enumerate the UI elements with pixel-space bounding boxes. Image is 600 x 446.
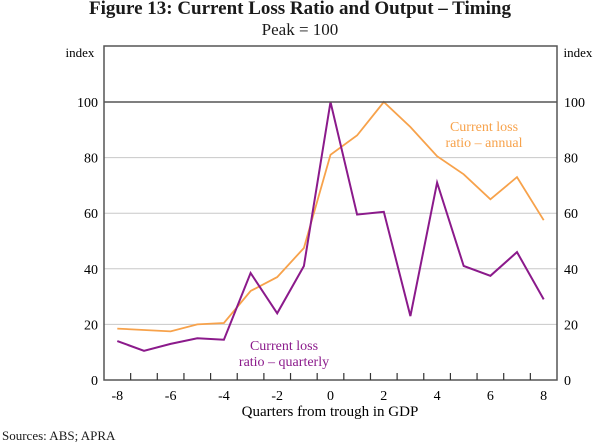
y-tick-label-left: 60 xyxy=(84,207,98,222)
series-label-annual: ratio – annual xyxy=(446,136,523,151)
x-tick-label: -8 xyxy=(111,389,123,404)
x-tick-label: 4 xyxy=(434,389,441,404)
chart-title: Figure 13: Current Loss Ratio and Output… xyxy=(89,0,511,19)
series-label-quarterly: Current loss xyxy=(250,339,318,354)
chart-subtitle: Peak = 100 xyxy=(261,20,339,39)
y-tick-label-right: 80 xyxy=(564,152,578,167)
x-tick-label: -4 xyxy=(218,389,230,404)
y-tick-label-right: 60 xyxy=(564,207,578,222)
y-tick-label-left: 20 xyxy=(84,318,98,333)
plot-frame xyxy=(103,45,558,381)
y-tick-label-right: 20 xyxy=(564,318,578,333)
x-tick-label: -2 xyxy=(271,389,283,404)
y-tick-label-left: 100 xyxy=(77,96,98,111)
sources-note: Sources: ABS; APRA xyxy=(2,428,116,443)
series-label-quarterly: ratio – quarterly xyxy=(239,355,329,370)
series-line-annual xyxy=(117,100,545,333)
y-tick-label-right: 40 xyxy=(564,263,578,278)
x-tick-label: 2 xyxy=(380,389,387,404)
x-tick-label: 0 xyxy=(327,389,334,404)
y-tick-label-right: 100 xyxy=(564,96,585,111)
y-tick-label-left: 80 xyxy=(84,152,98,167)
y-axis-label-left: index xyxy=(66,45,95,60)
x-tick-label: -6 xyxy=(165,389,177,404)
x-axis-label: Quarters from trough in GDP xyxy=(242,404,419,420)
x-tick-label: 6 xyxy=(487,389,494,404)
y-axis-label-right: index xyxy=(564,45,593,60)
y-tick-label-left: 0 xyxy=(91,374,98,389)
series-label-annual: Current loss xyxy=(450,120,518,135)
y-tick-label-right: 0 xyxy=(564,374,571,389)
x-tick-label: 8 xyxy=(540,389,547,404)
y-tick-label-left: 40 xyxy=(84,263,98,278)
